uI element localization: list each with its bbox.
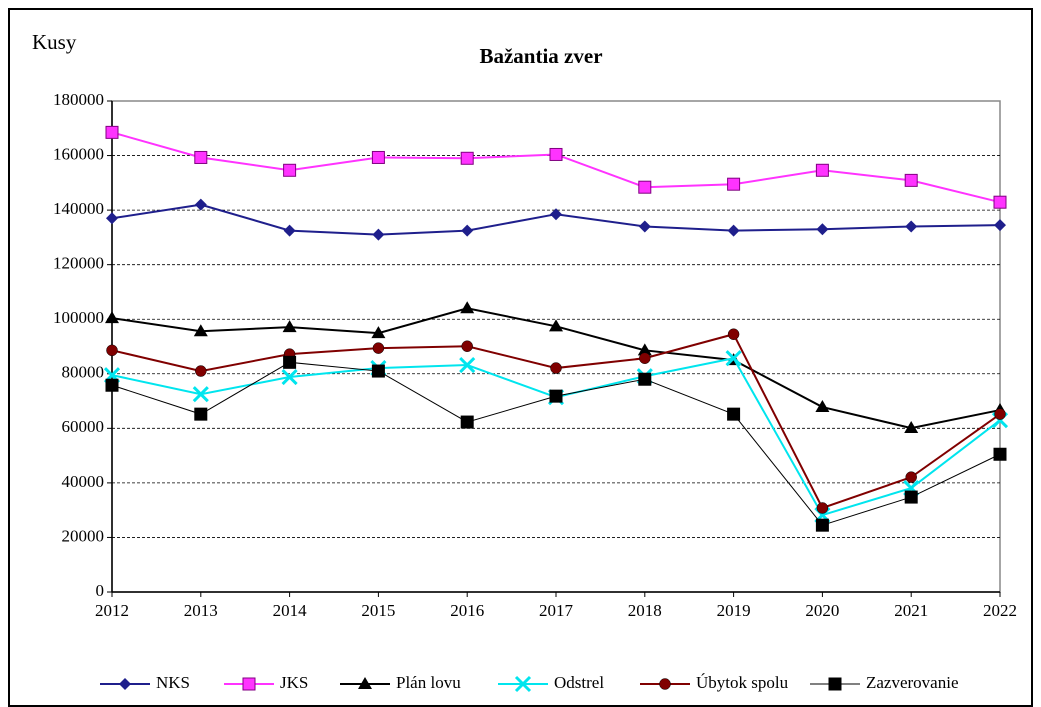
- x-tick-label: 2012: [95, 601, 129, 620]
- marker: [638, 220, 651, 233]
- marker: [195, 365, 207, 377]
- marker: [106, 212, 118, 225]
- marker: [639, 352, 651, 364]
- y-tick-label: 80000: [62, 363, 105, 382]
- legend-label: Odstrel: [554, 673, 604, 692]
- x-tick-label: 2015: [361, 601, 395, 620]
- marker: [815, 518, 829, 532]
- marker: [993, 195, 1007, 209]
- y-tick-label: 120000: [53, 254, 104, 273]
- y-tick-label: 140000: [53, 199, 104, 218]
- marker: [638, 180, 652, 194]
- marker: [727, 177, 741, 191]
- y-tick-label: 180000: [53, 90, 104, 109]
- marker: [106, 344, 118, 357]
- x-tick-label: 2017: [539, 601, 574, 620]
- x-tick-label: 2022: [983, 601, 1017, 620]
- marker: [828, 677, 842, 691]
- x-tick-label: 2016: [450, 601, 484, 620]
- marker: [659, 678, 671, 690]
- marker: [460, 415, 474, 429]
- x-tick-label: 2014: [273, 601, 308, 620]
- y-tick-label: 100000: [53, 308, 104, 327]
- marker: [904, 490, 918, 504]
- marker: [727, 224, 740, 237]
- marker: [905, 471, 917, 483]
- x-tick-label: 2018: [628, 601, 662, 620]
- x-tick-label: 2013: [184, 601, 218, 620]
- marker: [242, 677, 256, 691]
- marker: [461, 224, 474, 237]
- marker: [194, 407, 208, 421]
- marker: [815, 163, 829, 177]
- marker: [372, 228, 385, 241]
- marker: [549, 389, 563, 403]
- marker: [281, 368, 298, 386]
- marker: [192, 386, 209, 403]
- y-tick-label: 0: [96, 581, 105, 600]
- marker: [905, 220, 918, 233]
- marker: [460, 301, 475, 314]
- y-tick-label: 60000: [62, 417, 105, 436]
- marker: [371, 150, 385, 164]
- marker: [371, 326, 386, 339]
- legend-label: Plán lovu: [396, 673, 461, 692]
- marker: [549, 147, 563, 161]
- marker: [550, 208, 562, 221]
- marker: [994, 408, 1006, 420]
- marker: [459, 356, 476, 374]
- marker: [727, 328, 740, 340]
- marker: [725, 350, 742, 367]
- marker: [993, 447, 1007, 461]
- marker: [816, 502, 829, 514]
- marker: [461, 340, 473, 352]
- legend-label: NKS: [156, 673, 190, 692]
- marker: [815, 400, 830, 413]
- marker: [550, 362, 562, 374]
- marker: [105, 125, 119, 139]
- legend-label: Zazverovanie: [866, 673, 959, 692]
- x-tick-label: 2020: [805, 601, 839, 620]
- y-tick-label: 40000: [62, 472, 105, 491]
- y-tick-label: 20000: [62, 526, 105, 545]
- legend-label: JKS: [280, 673, 308, 692]
- plot-area: [111, 100, 1001, 593]
- marker: [194, 150, 208, 164]
- chart-title: Bažantia zver: [479, 44, 602, 68]
- marker: [282, 320, 297, 333]
- marker: [994, 219, 1006, 232]
- marker: [549, 319, 563, 332]
- marker: [904, 421, 919, 434]
- marker: [904, 173, 918, 187]
- marker: [727, 407, 741, 421]
- marker: [372, 342, 385, 354]
- marker: [283, 163, 297, 177]
- marker: [638, 372, 652, 386]
- marker: [514, 675, 532, 693]
- x-tick-label: 2019: [717, 601, 751, 620]
- marker: [460, 151, 474, 165]
- marker: [105, 311, 119, 324]
- marker: [358, 677, 372, 689]
- x-tick-label: 2021: [894, 601, 928, 620]
- legend-label: Úbytok spolu: [696, 673, 789, 692]
- marker: [193, 324, 208, 337]
- marker: [119, 678, 131, 690]
- y-axis-label: Kusy: [32, 30, 77, 54]
- marker: [283, 355, 297, 369]
- marker: [105, 378, 119, 392]
- y-tick-label: 160000: [53, 144, 104, 163]
- marker: [194, 198, 207, 211]
- marker: [371, 364, 385, 378]
- marker: [283, 224, 296, 237]
- marker: [637, 343, 652, 356]
- marker: [816, 223, 829, 236]
